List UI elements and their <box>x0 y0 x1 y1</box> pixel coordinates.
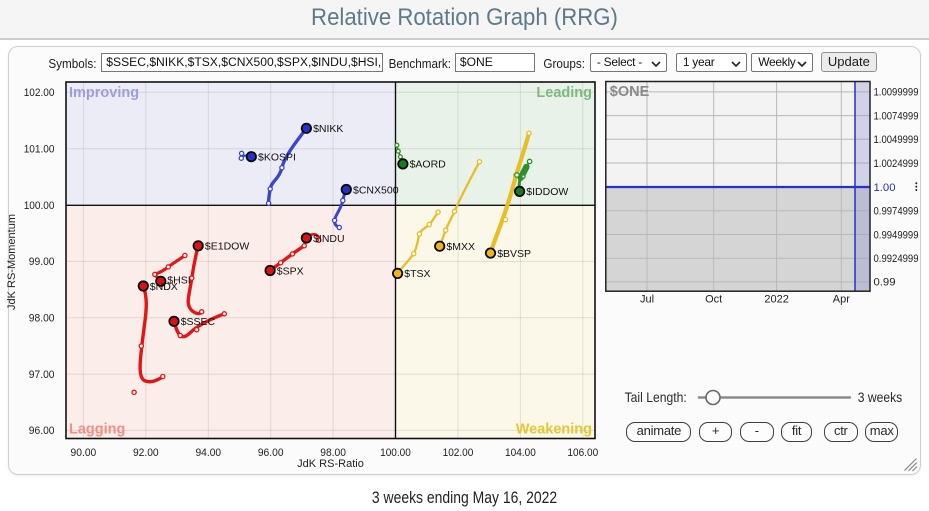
svg-text:3 weeks: 3 weeks <box>858 389 903 405</box>
svg-text:$SPX: $SPX <box>277 265 304 277</box>
svg-text:100.00: 100.00 <box>24 200 55 212</box>
svg-text:$NDX: $NDX <box>150 281 178 293</box>
svg-text:Oct: Oct <box>705 294 722 306</box>
svg-text:Apr: Apr <box>833 294 850 306</box>
svg-text:1.0074999: 1.0074999 <box>874 110 919 122</box>
svg-text:104.00: 104.00 <box>505 447 536 459</box>
svg-text:$IDDOW: $IDDOW <box>526 186 568 198</box>
svg-text:102.00: 102.00 <box>24 87 55 99</box>
svg-text:97.00: 97.00 <box>29 369 55 381</box>
svg-text:$SSEC: $SSEC <box>181 316 216 328</box>
svg-text:Improving: Improving <box>69 85 139 101</box>
svg-text:96.00: 96.00 <box>258 447 284 459</box>
svg-text:$HSI: $HSI <box>167 275 190 287</box>
svg-text:0.9924999: 0.9924999 <box>874 253 919 265</box>
svg-text:Leading: Leading <box>536 85 592 101</box>
svg-text:$E1DOW: $E1DOW <box>205 241 249 253</box>
svg-text:$MXX: $MXX <box>446 241 475 253</box>
svg-text:$ONE: $ONE <box>610 84 650 100</box>
svg-text:99.00: 99.00 <box>29 256 55 268</box>
svg-text:0.9949999: 0.9949999 <box>874 229 919 241</box>
svg-text:100.00: 100.00 <box>380 447 411 459</box>
svg-text:$KOSPI: $KOSPI <box>258 152 296 164</box>
svg-text:0.99: 0.99 <box>874 277 896 289</box>
svg-text:$CNX500: $CNX500 <box>353 184 399 196</box>
svg-text:106.00: 106.00 <box>567 447 598 459</box>
svg-text:96.00: 96.00 <box>29 425 55 437</box>
svg-text:$BVSP: $BVSP <box>497 248 531 260</box>
svg-text:JdK RS-Ratio: JdK RS-Ratio <box>297 458 364 470</box>
svg-text:$TSX: $TSX <box>404 268 430 280</box>
svg-text:102.00: 102.00 <box>443 447 474 459</box>
svg-text:Tail Length:: Tail Length: <box>625 389 687 405</box>
svg-text:1.0099999: 1.0099999 <box>874 87 919 99</box>
svg-text:Lagging: Lagging <box>69 422 125 438</box>
svg-text:JdK RS-Momentum: JdK RS-Momentum <box>6 214 18 310</box>
svg-text:Jul: Jul <box>640 294 654 306</box>
svg-text:98.00: 98.00 <box>320 447 346 459</box>
svg-text:$AORD: $AORD <box>410 159 447 171</box>
svg-text:101.00: 101.00 <box>24 144 55 156</box>
svg-text:Weakening: Weakening <box>516 422 592 438</box>
svg-text:92.00: 92.00 <box>133 447 159 459</box>
svg-text:$INDU: $INDU <box>313 233 345 245</box>
svg-text:0.9974999: 0.9974999 <box>874 206 919 218</box>
svg-text:1.00: 1.00 <box>874 182 896 194</box>
svg-text:1.0049999: 1.0049999 <box>874 134 919 146</box>
svg-text:$NIKK: $NIKK <box>313 123 343 135</box>
svg-text:98.00: 98.00 <box>29 313 55 325</box>
svg-text:90.00: 90.00 <box>71 447 97 459</box>
svg-text:2022: 2022 <box>764 294 788 306</box>
svg-text:94.00: 94.00 <box>195 447 221 459</box>
svg-text:1.0024999: 1.0024999 <box>874 158 919 170</box>
